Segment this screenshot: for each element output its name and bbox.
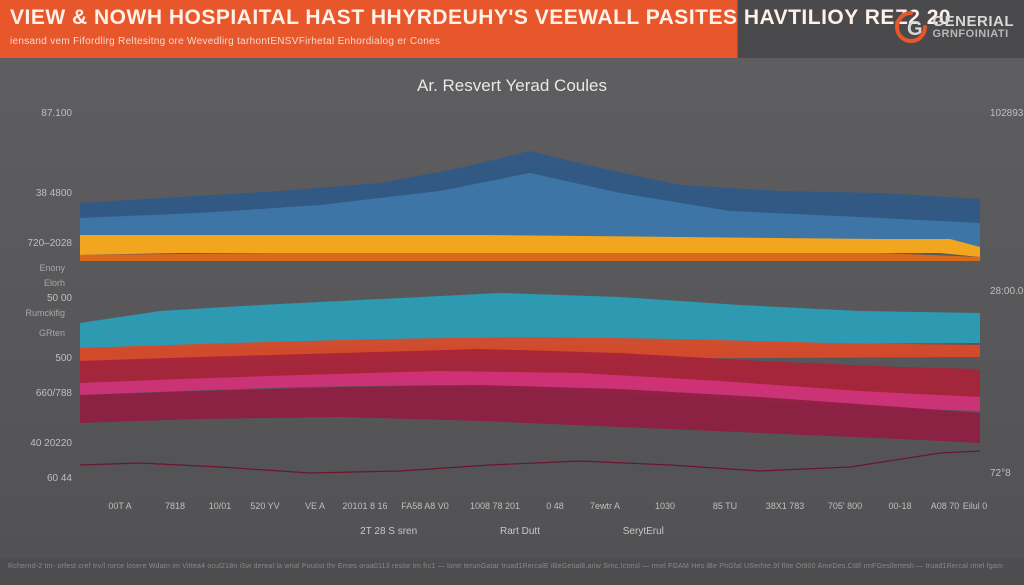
x-axis-label: 7ewtr A: [590, 501, 620, 511]
y-axis-left-label: 720–2028: [12, 238, 72, 249]
y-axis-left-label: 87.100: [12, 108, 72, 119]
x-axis-label: VE A: [305, 501, 325, 511]
x-axis-label: 7818: [165, 501, 185, 511]
x-axis-label: 705' 800: [828, 501, 862, 511]
header-bar: VIEW & NOWH HOSPIАITAL HAST HHYRDEUHY'S …: [0, 0, 1024, 58]
y-axis-left-label: 500: [12, 353, 72, 364]
series-bottom-line: [80, 451, 980, 473]
y-axis-left-label: 60 44: [12, 473, 72, 484]
x-axis-label: Eilul 0: [963, 501, 988, 511]
x-axis-label: A08 70: [931, 501, 960, 511]
logo-line2: GRNFOINIATI: [932, 29, 1014, 39]
x-axis-label: 00-18: [888, 501, 911, 511]
x-axis-label: 1008 78 201: [470, 501, 520, 511]
y-axis-left-label: 660/788: [12, 388, 72, 399]
chart-title: Ar. Resvert Yerad Coules: [0, 76, 1024, 96]
logo-text: GENERIAL GRNFOINIATI: [932, 15, 1014, 40]
y-axis-caption: Elorh: [10, 278, 65, 289]
y-axis-right-label: 72°8: [990, 468, 1011, 479]
x-axis-label: 10/01: [209, 501, 232, 511]
x-axis-label: 85 TU: [713, 501, 737, 511]
y-axis-left-label: 38 4800: [12, 188, 72, 199]
legend-item: 2T 28 S sren: [360, 526, 417, 537]
chart-container: Ar. Resvert Yerad Coules 87.10038 480072…: [0, 58, 1024, 558]
y-axis-left-label: 40 20220: [12, 438, 72, 449]
x-axis-label: 0 48: [546, 501, 564, 511]
brand-logo: G GENERIAL GRNFOINIATI: [894, 10, 1014, 44]
area-chart-svg: [80, 113, 980, 493]
y-axis-right-label: 102893: [990, 108, 1023, 119]
y-axis-caption: Enony: [10, 263, 65, 274]
x-axis-label: 520 YV: [250, 501, 279, 511]
x-axis-label: FA58 A8 V0: [401, 501, 449, 511]
series-orange-under: [80, 253, 980, 261]
x-axis-label: 38X1 783: [766, 501, 805, 511]
y-axis-left-label: 50 00: [12, 293, 72, 304]
x-axis-label: 1030: [655, 501, 675, 511]
legend-item: Rart Dutt: [500, 526, 540, 537]
y-axis-caption: GRten: [10, 328, 65, 339]
footnote-bar: Rchernd-2 tm- orfest cref trv/l rorce lo…: [0, 558, 1024, 585]
y-axis-right-label: 28:00.0: [990, 286, 1023, 297]
logo-icon: G: [894, 10, 928, 44]
y-axis-caption: Rumckifig: [10, 308, 65, 319]
x-axis-label: 20101 8 16: [342, 501, 387, 511]
chart-plot: 87.10038 4800720–202850 00500660/78840 2…: [80, 113, 980, 493]
page-title: VIEW & NOWH HOSPIАITAL HAST HHYRDEUHY'S …: [10, 6, 951, 30]
chart-legend: 2T 28 S sren Rart Dutt SerytErul: [0, 526, 1024, 537]
legend-item: SerytErul: [623, 526, 664, 537]
x-axis-label: 00T A: [108, 501, 131, 511]
svg-text:G: G: [907, 18, 923, 40]
page-subtitle: iensand vem Fifordlirg Reltesitng ore We…: [10, 36, 440, 47]
